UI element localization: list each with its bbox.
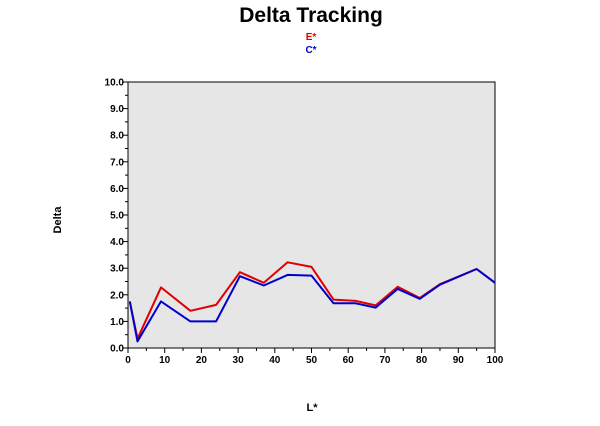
axes: 0.0 1.0 2.0 3.0 4.0 5.0 6.0 7.0 8.0 9.0 10.0 0 10 20 3… — [105, 78, 504, 367]
x-tick-label: 10 — [159, 355, 171, 366]
legend-entry-c: C* — [305, 45, 317, 56]
y-tick-label: 5.0 — [110, 211, 124, 222]
x-tick-label: 40 — [269, 355, 281, 366]
y-tick-label: 4.0 — [110, 237, 124, 248]
x-tick-label: 70 — [379, 355, 391, 366]
y-tick-label: 0.0 — [110, 344, 124, 355]
series-layer — [128, 261, 496, 343]
x-tick-label: 80 — [416, 355, 428, 366]
y-tick-label: 2.0 — [110, 290, 124, 301]
y-tick-label: 8.0 — [110, 131, 124, 142]
x-tick-label: 50 — [306, 355, 318, 366]
x-tick-label: 90 — [453, 355, 465, 366]
x-axis-label: L* — [306, 402, 318, 414]
x-tick-label: 20 — [196, 355, 208, 366]
chart-title: Delta Tracking — [239, 4, 383, 27]
y-tick-label: 9.0 — [110, 104, 124, 115]
x-tick-label: 30 — [233, 355, 245, 366]
x-tick-label: 0 — [125, 355, 131, 366]
y-tick-label: 7.0 — [110, 157, 124, 168]
y-tick-label: 3.0 — [110, 264, 124, 275]
legend-entry-e: E* — [305, 32, 317, 43]
y-tick-label: 1.0 — [110, 317, 124, 328]
y-tick-label: 10.0 — [105, 78, 125, 89]
x-tick-label: 100 — [487, 355, 504, 366]
series-line-c — [128, 268, 496, 343]
y-tick-label: 6.0 — [110, 184, 124, 195]
x-tick-label: 60 — [343, 355, 355, 366]
plot-area — [127, 81, 496, 349]
